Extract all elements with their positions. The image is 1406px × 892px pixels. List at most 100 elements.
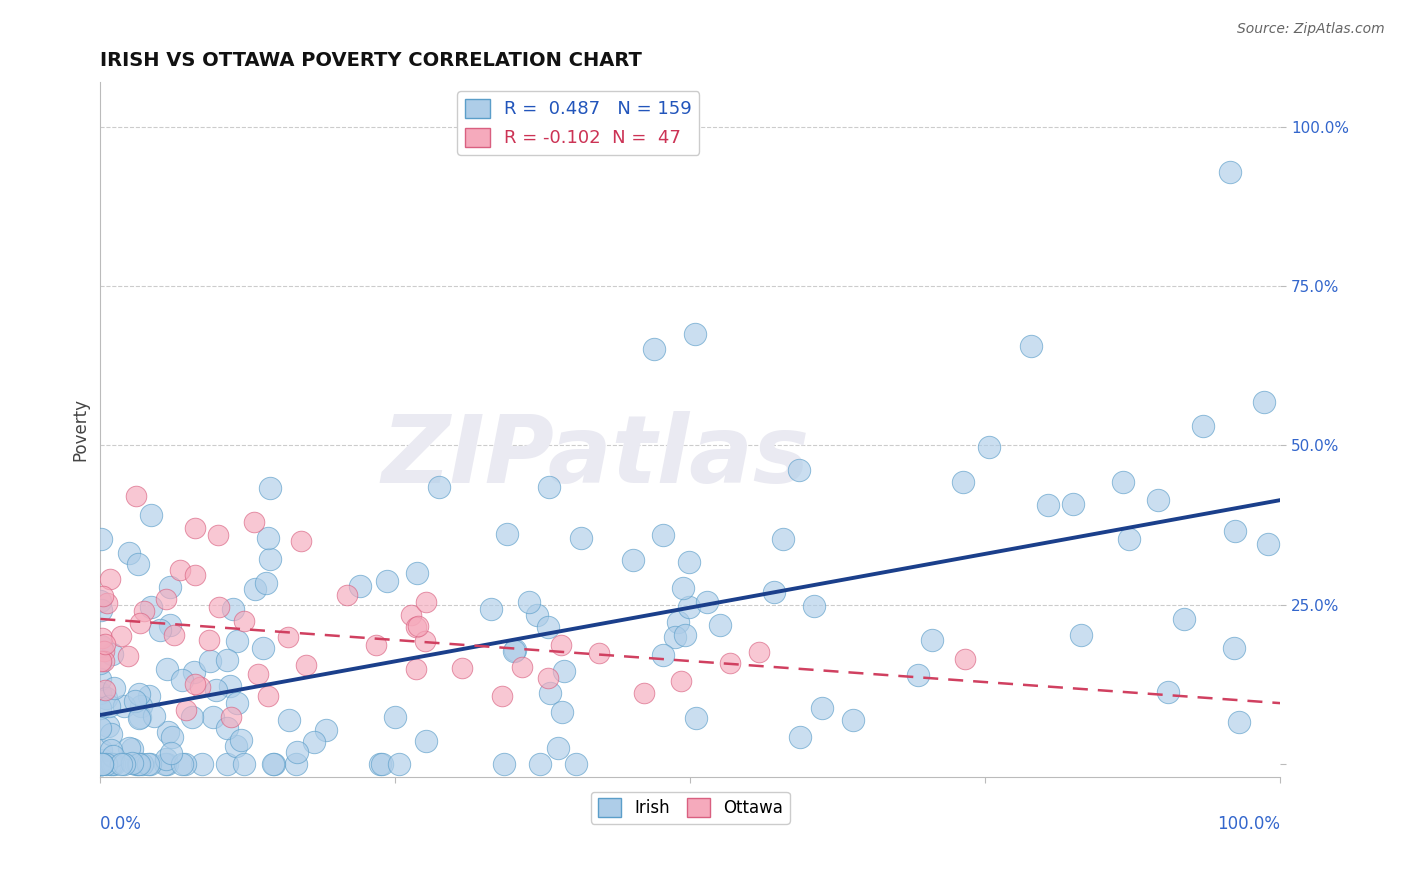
Point [257, 690, 280, 704]
Point [100, 727, 122, 741]
Point [90, 756, 112, 771]
Point [921, 633, 943, 648]
Point [537, 671, 560, 685]
Point [89, 721, 111, 735]
Y-axis label: Poverty: Poverty [72, 398, 89, 461]
Point [491, 690, 513, 704]
Point [368, 756, 391, 771]
Point [633, 686, 655, 700]
Point [673, 628, 696, 642]
Point [415, 734, 437, 748]
Point [97, 719, 120, 733]
Point [263, 756, 285, 771]
Point [128, 711, 150, 725]
Point [183, 665, 205, 679]
Point [295, 658, 318, 673]
Point [748, 645, 770, 659]
Point [841, 714, 863, 728]
Point [139, 508, 162, 522]
Point [100, 647, 122, 661]
Point [1062, 497, 1084, 511]
Point [406, 566, 429, 580]
Text: 100.0%: 100.0% [1218, 814, 1281, 833]
Point [537, 480, 560, 494]
Point [678, 556, 700, 570]
Point [96, 756, 118, 771]
Point [678, 600, 700, 615]
Point [225, 739, 247, 753]
Point [1118, 533, 1140, 547]
Point [1036, 498, 1059, 512]
Text: 0.0%: 0.0% [100, 814, 142, 833]
Point [163, 627, 186, 641]
Point [370, 756, 392, 771]
Point [90, 654, 112, 668]
Point [1173, 612, 1195, 626]
Point [1146, 493, 1168, 508]
Point [413, 634, 436, 648]
Point [98, 756, 121, 771]
Point [1157, 685, 1180, 699]
Point [157, 724, 180, 739]
Point [208, 600, 231, 615]
Point [232, 756, 254, 771]
Point [155, 751, 177, 765]
Point [349, 579, 371, 593]
Point [169, 563, 191, 577]
Point [427, 480, 450, 494]
Point [652, 648, 675, 663]
Point [1223, 524, 1246, 538]
Point [94, 637, 117, 651]
Point [204, 682, 226, 697]
Point [496, 526, 519, 541]
Point [90, 756, 112, 771]
Point [219, 710, 242, 724]
Point [375, 574, 398, 588]
Point [139, 600, 162, 615]
Point [215, 653, 238, 667]
Point [277, 631, 299, 645]
Point [121, 756, 143, 770]
Point [538, 686, 561, 700]
Point [399, 608, 422, 623]
Point [125, 756, 148, 771]
Point [149, 623, 172, 637]
Point [952, 475, 974, 490]
Point [89, 672, 111, 686]
Point [285, 745, 308, 759]
Point [201, 710, 224, 724]
Point [129, 699, 152, 714]
Point [696, 595, 718, 609]
Point [1070, 628, 1092, 642]
Point [652, 528, 675, 542]
Point [128, 688, 150, 702]
Point [173, 756, 195, 771]
Point [91, 753, 114, 767]
Point [219, 679, 242, 693]
Point [1192, 419, 1215, 434]
Point [128, 710, 150, 724]
Point [242, 515, 264, 529]
Point [621, 553, 644, 567]
Point [156, 662, 179, 676]
Point [252, 640, 274, 655]
Point [505, 642, 527, 657]
Point [103, 681, 125, 695]
Point [100, 743, 122, 757]
Point [811, 700, 834, 714]
Point [90, 603, 112, 617]
Point [526, 608, 548, 623]
Point [128, 756, 150, 771]
Point [503, 644, 526, 658]
Point [494, 756, 516, 771]
Point [336, 588, 359, 602]
Point [101, 749, 124, 764]
Text: ZIPatlas: ZIPatlas [382, 411, 810, 503]
Point [302, 735, 325, 749]
Point [98, 698, 121, 713]
Point [91, 756, 114, 771]
Point [787, 463, 810, 477]
Point [117, 649, 139, 664]
Point [243, 582, 266, 596]
Text: Source: ZipAtlas.com: Source: ZipAtlas.com [1237, 22, 1385, 37]
